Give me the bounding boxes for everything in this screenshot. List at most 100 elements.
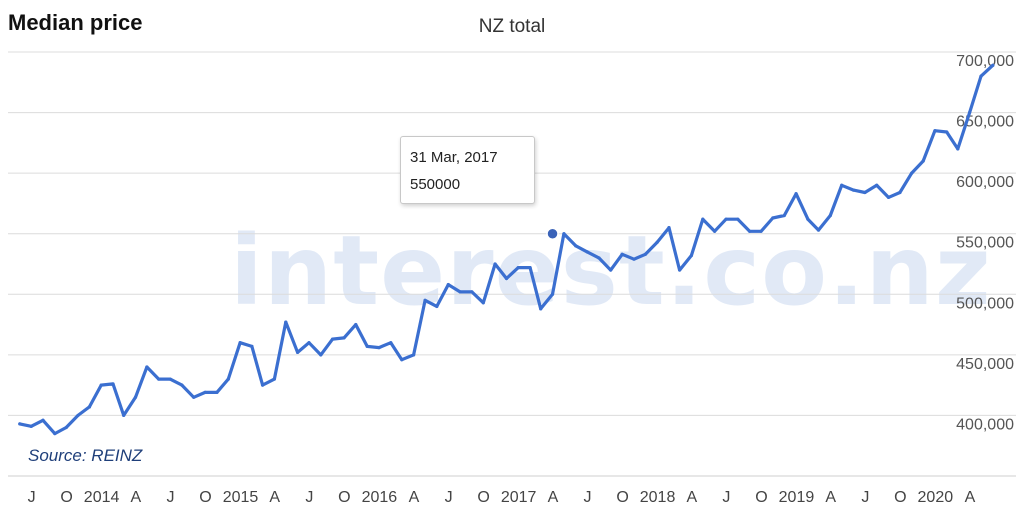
- data-point[interactable]: [423, 298, 427, 302]
- data-point[interactable]: [435, 304, 439, 308]
- data-point[interactable]: [585, 250, 589, 254]
- data-tooltip: 31 Mar, 2017 550000: [400, 136, 535, 204]
- data-point[interactable]: [736, 217, 740, 221]
- data-point[interactable]: [910, 171, 914, 175]
- data-point[interactable]: [400, 358, 404, 362]
- data-point[interactable]: [828, 213, 832, 218]
- data-point[interactable]: [493, 262, 497, 266]
- data-point[interactable]: [64, 425, 68, 430]
- data-point[interactable]: [713, 229, 717, 233]
- data-point[interactable]: [632, 257, 636, 261]
- data-point[interactable]: [759, 229, 763, 233]
- data-point[interactable]: [678, 268, 682, 272]
- data-point[interactable]: [898, 190, 902, 195]
- data-point[interactable]: [771, 216, 775, 220]
- data-point[interactable]: [933, 129, 937, 133]
- data-point[interactable]: [111, 382, 115, 386]
- data-point[interactable]: [875, 183, 879, 187]
- data-point[interactable]: [504, 276, 509, 281]
- data-point[interactable]: [180, 383, 184, 387]
- data-point[interactable]: [550, 292, 555, 296]
- data-point[interactable]: [794, 192, 798, 196]
- x-tick-label: J: [166, 489, 174, 506]
- data-point[interactable]: [667, 226, 671, 230]
- data-point[interactable]: [215, 390, 219, 395]
- data-point[interactable]: [192, 395, 196, 399]
- data-point[interactable]: [701, 217, 705, 221]
- data-point[interactable]: [921, 159, 925, 163]
- data-point[interactable]: [574, 244, 578, 248]
- data-point[interactable]: [238, 341, 242, 345]
- data-point[interactable]: [816, 228, 821, 232]
- data-point[interactable]: [562, 232, 566, 236]
- data-point[interactable]: [168, 377, 172, 381]
- data-point[interactable]: [481, 301, 485, 305]
- data-point[interactable]: [643, 252, 647, 256]
- data-point[interactable]: [377, 345, 381, 350]
- data-point[interactable]: [539, 307, 543, 311]
- x-tick-label: J: [445, 489, 453, 506]
- data-point[interactable]: [272, 377, 276, 381]
- data-point[interactable]: [956, 147, 960, 151]
- data-point[interactable]: [226, 377, 230, 381]
- data-point[interactable]: [76, 413, 80, 418]
- x-tick-label: O: [60, 489, 72, 506]
- data-point[interactable]: [284, 320, 288, 324]
- data-point[interactable]: [840, 183, 844, 187]
- x-tick-label: J: [584, 489, 592, 506]
- data-point[interactable]: [851, 188, 856, 192]
- data-point[interactable]: [365, 344, 369, 348]
- x-tick-label: A: [686, 489, 697, 506]
- data-point[interactable]: [528, 266, 532, 270]
- data-point[interactable]: [446, 282, 450, 287]
- page-title: Median price: [8, 10, 143, 35]
- data-point[interactable]: [597, 256, 601, 260]
- data-point[interactable]: [18, 422, 22, 426]
- data-point[interactable]: [122, 413, 126, 418]
- data-point[interactable]: [655, 240, 659, 244]
- x-tick-label: 2016: [362, 489, 398, 506]
- data-point[interactable]: [29, 424, 33, 428]
- data-point[interactable]: [609, 268, 613, 272]
- data-point[interactable]: [886, 195, 891, 199]
- data-point[interactable]: [620, 252, 624, 256]
- highlighted-data-point[interactable]: [546, 227, 559, 240]
- data-point[interactable]: [307, 341, 311, 345]
- data-point[interactable]: [458, 290, 462, 294]
- data-point[interactable]: [470, 290, 474, 294]
- data-point[interactable]: [157, 377, 161, 381]
- data-point[interactable]: [203, 390, 207, 395]
- data-point[interactable]: [389, 341, 393, 345]
- y-tick-label: 500,000: [956, 295, 1014, 312]
- data-point[interactable]: [412, 353, 416, 357]
- data-point[interactable]: [863, 190, 867, 195]
- data-point[interactable]: [991, 63, 995, 67]
- data-point[interactable]: [295, 350, 300, 355]
- data-point[interactable]: [133, 395, 138, 399]
- data-point[interactable]: [979, 74, 983, 78]
- data-point[interactable]: [782, 213, 786, 218]
- data-point[interactable]: [99, 383, 103, 387]
- data-point[interactable]: [250, 344, 254, 348]
- data-point[interactable]: [806, 217, 810, 221]
- data-point[interactable]: [145, 365, 149, 369]
- x-tick-label: 2014: [84, 489, 120, 506]
- data-point[interactable]: [748, 229, 752, 233]
- data-point[interactable]: [87, 405, 92, 409]
- y-tick-label: 650,000: [956, 114, 1014, 131]
- data-point[interactable]: [260, 383, 265, 387]
- data-point[interactable]: [342, 336, 346, 340]
- data-point[interactable]: [319, 353, 323, 357]
- data-point[interactable]: [689, 253, 694, 258]
- x-tick-label: 2020: [918, 489, 954, 506]
- data-point[interactable]: [41, 418, 45, 422]
- data-point[interactable]: [330, 337, 335, 341]
- data-point[interactable]: [967, 110, 972, 115]
- data-point[interactable]: [724, 217, 728, 221]
- data-point[interactable]: [354, 322, 358, 327]
- data-point[interactable]: [53, 432, 57, 436]
- x-tick-label: O: [477, 489, 489, 506]
- data-point[interactable]: [516, 266, 520, 270]
- data-point[interactable]: [945, 130, 949, 134]
- series-line-nz-total: [18, 63, 995, 436]
